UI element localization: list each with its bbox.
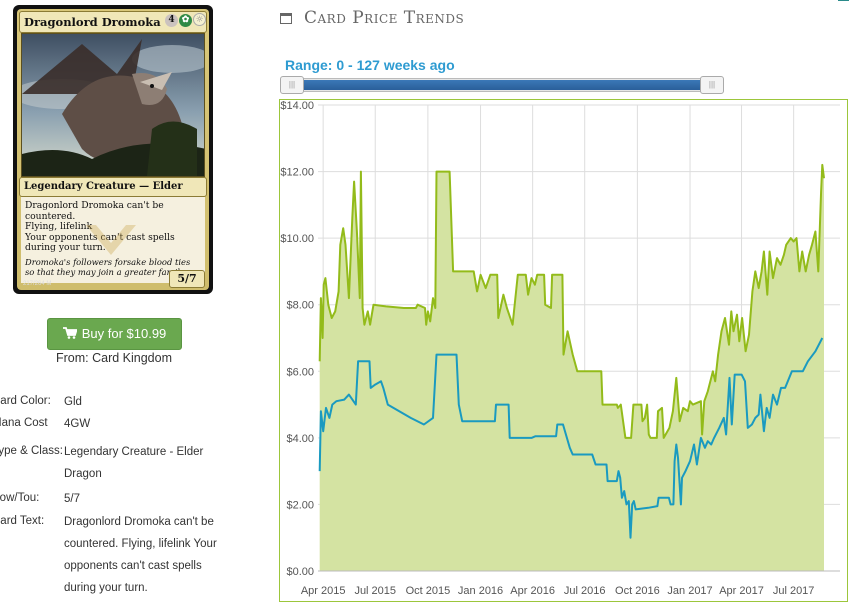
range-label: Range: 0 - 127 weeks ago xyxy=(285,57,455,73)
y-tick-label: $8.00 xyxy=(286,300,314,312)
generic-mana-icon: 4 xyxy=(165,14,178,27)
x-tick-label: Jul 2017 xyxy=(773,585,815,597)
series-line xyxy=(318,163,825,439)
watermark-icon xyxy=(86,225,136,255)
y-tick-label: $0.00 xyxy=(286,566,314,578)
detail-value: Gld xyxy=(64,396,82,408)
x-tick-label: Oct 2016 xyxy=(615,585,660,597)
buy-button-label: Buy for $10.99 xyxy=(81,326,167,341)
detail-label: Card Color: xyxy=(0,395,51,407)
range-slider-end-handle[interactable]: ||| xyxy=(700,76,724,94)
card-rules-box: Dragonlord Dromoka can't be countered. F… xyxy=(21,197,205,283)
x-tick-label: Apr 2017 xyxy=(719,585,764,597)
x-tick-label: Apr 2016 xyxy=(510,585,555,597)
range-slider-start-handle[interactable]: ||| xyxy=(280,76,304,94)
card-power-toughness: 5/7 xyxy=(169,270,205,288)
card-frame: Dragonlord Dromoka 4 ✿ ☼ xyxy=(17,9,209,290)
card-image[interactable]: Dragonlord Dromoka 4 ✿ ☼ xyxy=(13,5,213,294)
x-tick-label: Oct 2015 xyxy=(406,585,451,597)
card-rules-line: Your opponents can't cast spells during … xyxy=(25,231,175,253)
y-tick-label: $12.00 xyxy=(280,167,314,179)
shopping-cart-icon xyxy=(62,320,78,350)
calendar-icon xyxy=(280,13,292,24)
price-chart-svg: $0.00 $2.00 $4.00 $6.00 $8.00 $10.00 $12.00 $14… xyxy=(279,99,848,602)
header-rule xyxy=(838,0,849,1)
detail-label: Card Text: xyxy=(0,515,45,527)
card-type-line: Legendary Creature — Elder Dragon xyxy=(19,177,207,210)
series-line xyxy=(318,337,824,539)
trends-heading: Card Price Trends xyxy=(280,8,464,28)
range-slider-fill xyxy=(286,80,718,90)
x-tick-label: Apr 2015 xyxy=(301,585,346,597)
x-tick-label: Jan 2017 xyxy=(667,585,712,597)
detail-value: 4GW xyxy=(64,418,91,430)
card-artwork xyxy=(21,33,205,177)
x-tick-label: Jul 2015 xyxy=(354,585,396,597)
card-rules-line: Flying, lifelink xyxy=(25,221,93,232)
y-tick-label: $10.00 xyxy=(280,233,314,245)
mana-cost-symbols: 4 ✿ ☼ xyxy=(164,12,206,27)
vendor-label: From: Card Kingdom xyxy=(55,351,172,365)
y-tick-label: $2.00 xyxy=(286,499,314,511)
white-mana-icon: ☼ xyxy=(193,13,206,26)
card-rules-line: Dragonlord Dromoka can't be countered. xyxy=(25,200,164,222)
price-chart: $0.00 $2.00 $4.00 $6.00 $8.00 $10.00 $12.00 $14… xyxy=(279,99,848,602)
series-area xyxy=(319,164,824,571)
card-name: Dragonlord Dromoka xyxy=(19,11,207,33)
detail-label: Mana Cost xyxy=(0,417,48,429)
x-tick-label: Jul 2016 xyxy=(564,585,606,597)
x-tick-label: Jan 2016 xyxy=(458,585,503,597)
green-mana-icon: ✿ xyxy=(179,14,192,27)
collector-number: 217/264 M xyxy=(23,281,52,287)
detail-value: 5/7 xyxy=(64,493,80,505)
trends-title: Card Price Trends xyxy=(304,8,465,28)
detail-value: Legendary Creature - Elder Dragon xyxy=(64,446,204,480)
card-flavor-text: Dromoka's followers forsake blood ties s… xyxy=(25,256,191,278)
y-tick-label: $14.00 xyxy=(280,100,314,112)
y-tick-label: $6.00 xyxy=(286,366,314,378)
y-tick-label: $4.00 xyxy=(286,433,314,445)
detail-label: Type & Class: xyxy=(0,445,63,457)
detail-value: Dragonlord Dromoka can't be countered. F… xyxy=(64,516,217,594)
detail-label: Pow/Tou: xyxy=(0,492,40,504)
range-slider[interactable]: ||| ||| xyxy=(280,76,724,94)
buy-button[interactable]: Buy for $10.99 xyxy=(47,318,182,350)
